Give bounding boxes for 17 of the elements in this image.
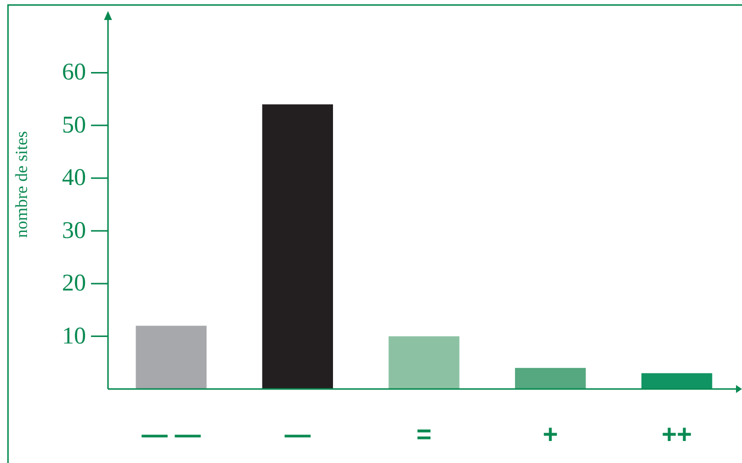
bar xyxy=(641,373,712,389)
y-tick-label: 50 xyxy=(62,112,86,138)
y-tick-label: 40 xyxy=(62,165,86,192)
x-tick-label: ++ xyxy=(662,419,692,449)
y-tick-label: 30 xyxy=(62,218,86,244)
x-tick-label: = xyxy=(416,419,432,449)
x-tick-label: — xyxy=(284,419,311,449)
bar xyxy=(136,326,207,389)
y-tick-label: 10 xyxy=(62,323,86,350)
y-tick-label: 60 xyxy=(62,60,86,86)
bar xyxy=(262,104,333,389)
y-axis-title: nombre de sites xyxy=(12,131,31,238)
x-tick-label: + xyxy=(542,419,558,449)
bar xyxy=(388,336,460,389)
x-tick-label: — — xyxy=(142,419,201,449)
y-tick-label: 20 xyxy=(62,270,86,297)
bar xyxy=(515,368,586,389)
